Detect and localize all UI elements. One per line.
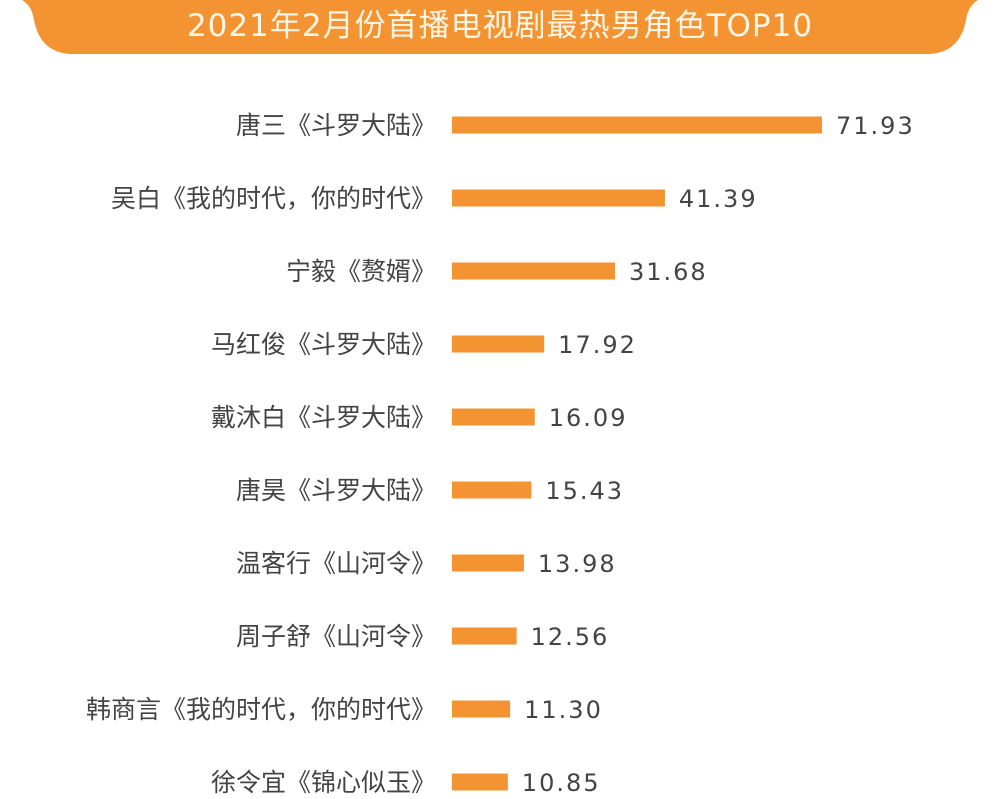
category-label: 戴沐白《斗罗大陆》 [211, 403, 436, 432]
value-label: 12.56 [531, 623, 610, 651]
chart-title: 2021年2月份首播电视剧最热男角色TOP10 [186, 8, 814, 44]
category-label: 吴白《我的时代，你的时代》 [111, 184, 436, 213]
value-label: 11.30 [524, 696, 603, 724]
value-label: 15.43 [545, 477, 624, 505]
category-label: 宁毅《赘婿》 [286, 257, 436, 286]
bar [452, 554, 524, 572]
category-label: 唐三《斗罗大陆》 [236, 111, 436, 140]
value-label: 71.93 [836, 112, 915, 140]
title-banner [22, 0, 978, 54]
category-label: 马红俊《斗罗大陆》 [211, 330, 436, 359]
bar [452, 700, 511, 718]
category-label: 周子舒《山河令》 [236, 622, 436, 651]
category-label: 徐令宜《锦心似玉》 [211, 768, 436, 797]
value-label: 41.39 [679, 185, 758, 213]
value-label: 13.98 [538, 550, 617, 578]
bar [452, 627, 517, 645]
category-label: 唐昊《斗罗大陆》 [236, 476, 436, 505]
bar [452, 335, 545, 353]
bar [452, 262, 615, 280]
bar [452, 773, 508, 791]
value-label: 31.68 [629, 258, 708, 286]
bar [452, 408, 535, 426]
bar [452, 189, 665, 207]
value-label: 17.92 [558, 331, 637, 359]
value-label: 10.85 [522, 769, 601, 797]
category-label: 韩商言《我的时代，你的时代》 [86, 695, 436, 724]
bar [452, 116, 822, 134]
value-label: 16.09 [549, 404, 628, 432]
bar [452, 481, 532, 499]
category-label: 温客行《山河令》 [236, 549, 436, 578]
